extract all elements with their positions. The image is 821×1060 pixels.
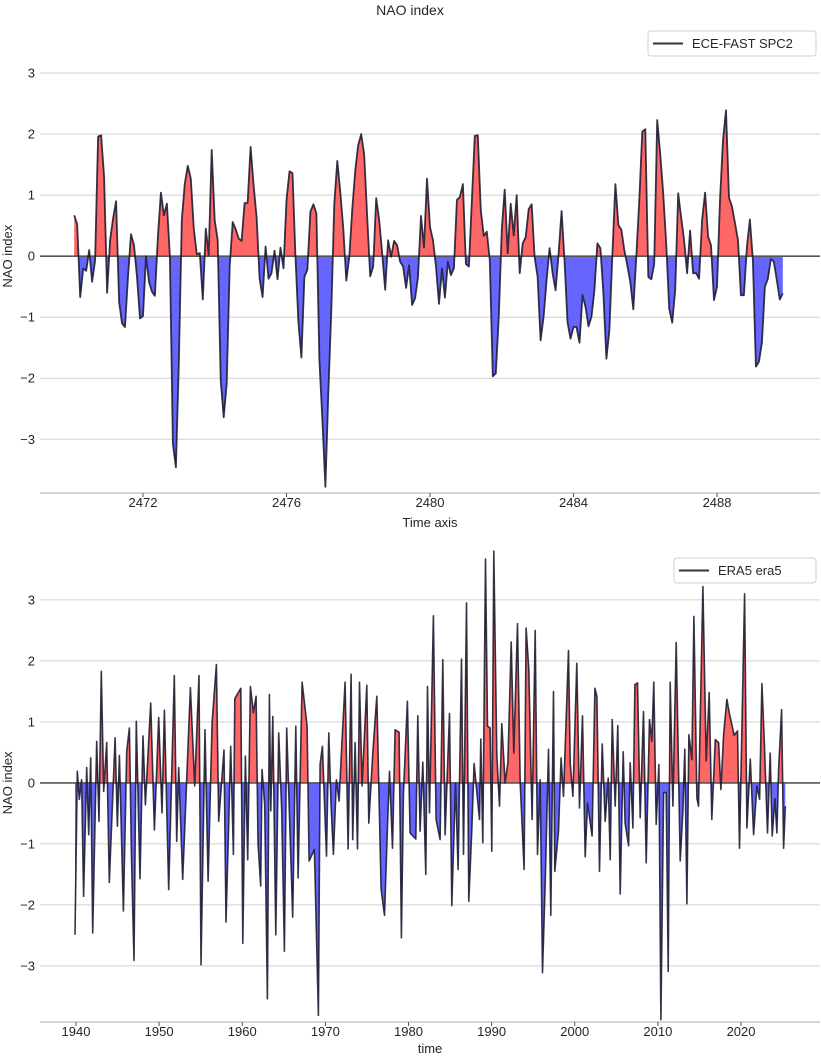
x-tick-label: 1960 <box>228 1024 257 1039</box>
y-tick-label: −1 <box>20 310 35 325</box>
legend-label: ERA5 era5 <box>718 563 782 578</box>
y-tick-label: −2 <box>20 371 35 386</box>
y-tick-label: 3 <box>28 66 35 81</box>
y-tick-label: 1 <box>28 188 35 203</box>
negative-anomaly-fill <box>74 256 783 487</box>
y-tick-label: 1 <box>28 714 35 729</box>
legend: ECE-FAST SPC2 <box>647 30 817 57</box>
y-tick-label: −3 <box>20 432 35 447</box>
x-tick-label: 2480 <box>416 495 445 510</box>
x-tick-label: 2010 <box>643 1024 672 1039</box>
ece-fast-panel: −3 −2 −1 0 1 2 3 2472 2476 2480 2484 2488 Time axis… <box>0 30 820 530</box>
y-axis-label: NAO index <box>0 224 15 287</box>
x-tick-label: 1940 <box>62 1024 91 1039</box>
x-tick-label: 1950 <box>145 1024 174 1039</box>
figure-title: NAO index <box>376 2 444 18</box>
era5-panel: −3 −2 −1 0 1 2 3 1940 1950 1960 1970 1980 1990 2000 20… <box>0 550 820 1056</box>
legend: ERA5 era5 <box>673 557 817 584</box>
positive-anomaly-fill <box>75 551 786 783</box>
legend-box <box>647 30 817 57</box>
x-tick-label: 2020 <box>727 1024 756 1039</box>
y-tick-label: 0 <box>28 249 35 264</box>
x-tick-label: 2484 <box>559 495 588 510</box>
x-axis-label: Time axis <box>402 515 458 530</box>
x-tick-label: 2000 <box>560 1024 589 1039</box>
series-line-ece-fast-spc2 <box>73 109 784 488</box>
y-tick-label: 2 <box>28 653 35 668</box>
y-tick-label: 3 <box>28 592 35 607</box>
series-line-era5 <box>74 550 787 1021</box>
y-tick-label: −1 <box>20 836 35 851</box>
y-tick-label: −3 <box>20 958 35 973</box>
x-tick-label: 2472 <box>129 495 158 510</box>
y-tick-label: 0 <box>28 775 35 790</box>
legend-box <box>673 557 817 584</box>
x-axis-label: time <box>418 1041 443 1056</box>
x-tick-label: 1970 <box>311 1024 340 1039</box>
x-tick-label: 2476 <box>272 495 301 510</box>
legend-label: ECE-FAST SPC2 <box>692 36 793 51</box>
x-tick-label: 2488 <box>703 495 732 510</box>
x-tick-label: 1980 <box>394 1024 423 1039</box>
x-tick-label: 1990 <box>477 1024 506 1039</box>
y-axis-label: NAO index <box>0 751 15 814</box>
y-tick-label: −2 <box>20 897 35 912</box>
y-tick-label: 2 <box>28 127 35 142</box>
